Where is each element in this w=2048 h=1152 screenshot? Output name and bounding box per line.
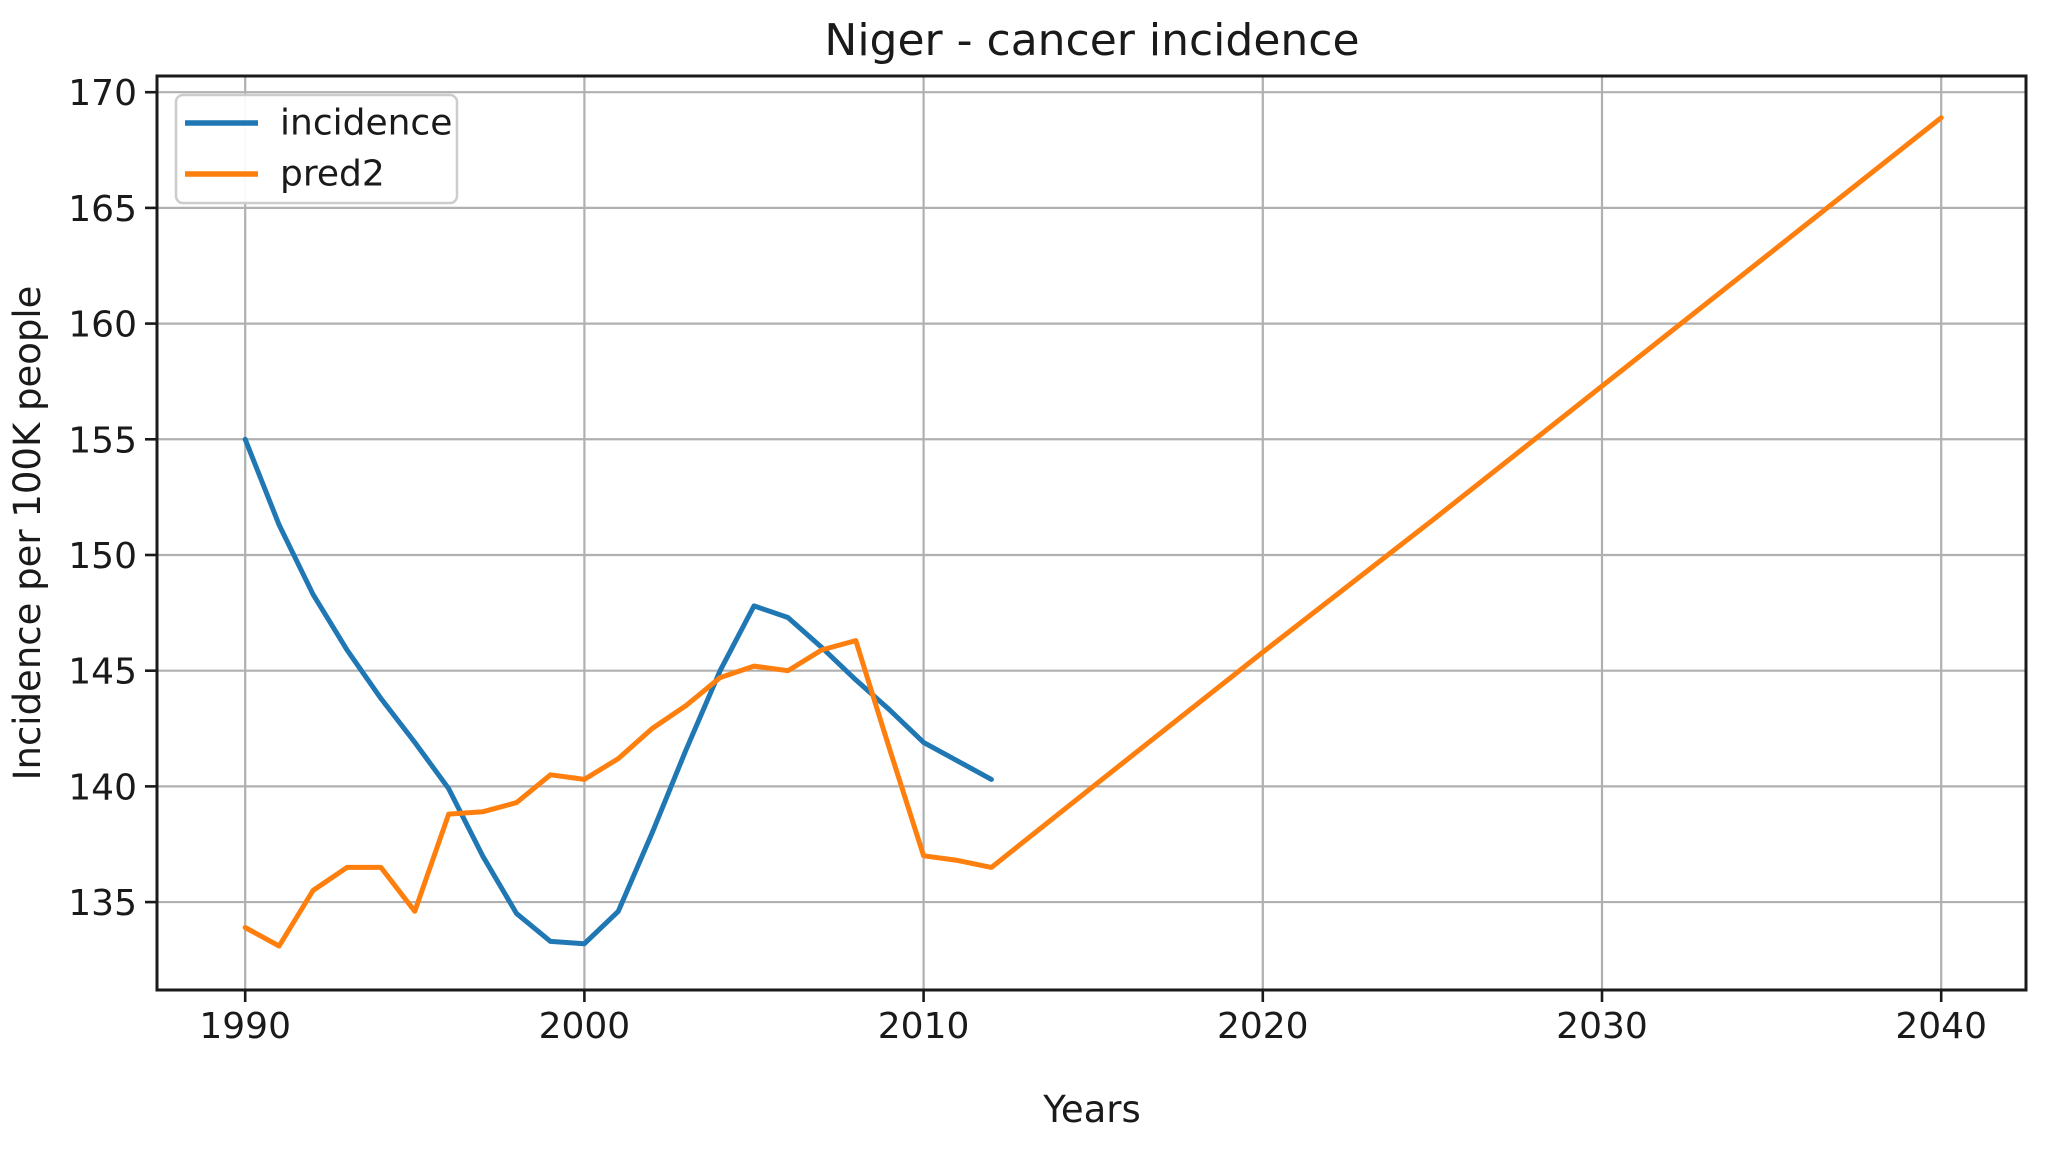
y-tick-label: 165 — [68, 189, 137, 230]
x-tick-label: 2040 — [1895, 1006, 1987, 1047]
x-tick-label: 2020 — [1217, 1006, 1309, 1047]
y-tick-label: 160 — [68, 305, 137, 346]
x-tick-label: 1990 — [199, 1006, 291, 1047]
legend: incidence pred2 — [174, 93, 459, 205]
plot-border — [155, 74, 2028, 992]
x-tick-labels: 1990 2000 2010 2020 2030 2040 — [199, 1006, 1987, 1047]
series-line-incidence — [242, 436, 994, 947]
x-tick-label: 2000 — [539, 1006, 631, 1047]
y-tick-label: 135 — [68, 883, 137, 924]
series-lines — [242, 115, 1944, 949]
y-tick-label: 140 — [68, 767, 137, 808]
legend-label-pred2: pred2 — [280, 154, 385, 195]
gridlines — [157, 76, 2026, 990]
x-tick-label: 2030 — [1556, 1006, 1648, 1047]
y-tick-label: 145 — [68, 652, 137, 693]
chart-title: Niger - cancer incidence — [824, 15, 1359, 66]
y-axis-label: Incidence per 100K people — [6, 286, 49, 781]
x-axis-label: Years — [1042, 1088, 1141, 1131]
legend-label-incidence: incidence — [280, 103, 452, 144]
y-tick-label: 170 — [68, 73, 137, 114]
axis-tick-marks — [145, 90, 1943, 1002]
y-tick-labels: 135 140 145 150 155 160 165 170 — [68, 73, 137, 924]
x-tick-label: 2010 — [878, 1006, 970, 1047]
y-tick-label: 155 — [68, 420, 137, 461]
y-tick-label: 150 — [68, 536, 137, 577]
legend-entries: incidence pred2 — [185, 103, 452, 195]
series-line-pred2 — [242, 115, 1944, 949]
